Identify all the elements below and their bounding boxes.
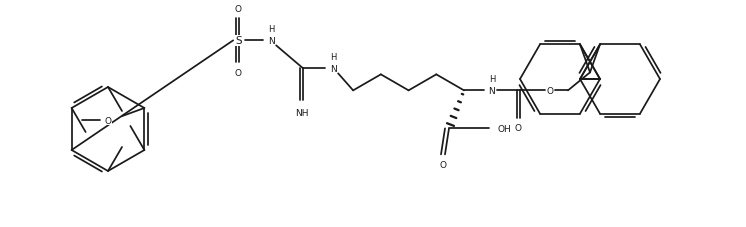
Text: H: H [489,74,495,84]
Text: S: S [236,36,242,46]
Text: N: N [489,86,495,95]
Text: O: O [547,86,554,95]
Text: O: O [105,116,112,125]
Text: NH: NH [295,108,308,117]
Text: O: O [439,160,447,169]
Text: N: N [330,64,336,74]
Text: O: O [234,69,241,77]
Text: N: N [268,37,275,46]
Text: OH: OH [497,124,511,133]
Text: H: H [330,53,336,62]
Text: O: O [515,123,522,132]
Text: O: O [234,5,241,14]
Text: H: H [268,25,275,34]
